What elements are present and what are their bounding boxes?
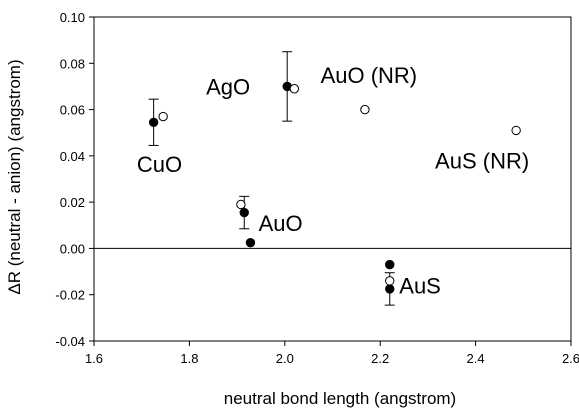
x-tick-label: 2.0 bbox=[276, 351, 294, 366]
y-tick-label: 0.00 bbox=[60, 241, 85, 256]
plot-area bbox=[93, 16, 572, 342]
filled-data-point bbox=[148, 117, 159, 128]
x-tick-label: 2.4 bbox=[467, 351, 485, 366]
plot-frame bbox=[93, 16, 572, 342]
x-axis-ticks: 1.6 1.8 2.0 2.2 2.4 2.6 bbox=[85, 341, 579, 366]
filled-data-point bbox=[239, 207, 249, 218]
open-data-point bbox=[385, 276, 395, 286]
y-axis-title: ΔR (neutral - anion) (angstrom) bbox=[5, 59, 24, 294]
annotations: CuO AgO AuO (NR) AuS (NR) AuO AuS bbox=[137, 63, 529, 299]
y-tick-label: -0.02 bbox=[55, 288, 85, 303]
open-data-point bbox=[360, 104, 370, 115]
open-data-point bbox=[158, 111, 168, 122]
point-label: AuO bbox=[259, 211, 303, 236]
x-tick-label: 2.6 bbox=[562, 351, 579, 366]
y-tick-label: 0.08 bbox=[60, 56, 85, 71]
open-data-point bbox=[236, 199, 246, 210]
point-label: CuO bbox=[137, 152, 182, 177]
point-label: AuO (NR) bbox=[321, 63, 418, 88]
y-axis-ticks: -0.04 -0.02 0.00 0.02 0.04 0.06 0.08 0.10 bbox=[55, 10, 94, 349]
point-label: AgO bbox=[206, 75, 250, 100]
y-tick-label: -0.04 bbox=[55, 334, 85, 349]
y-tick-label: 0.02 bbox=[60, 195, 85, 210]
open-data-point bbox=[289, 84, 300, 94]
data-points bbox=[148, 81, 521, 294]
point-label: AuS bbox=[399, 274, 441, 299]
filled-data-point bbox=[385, 259, 395, 270]
x-tick-label: 2.2 bbox=[371, 351, 389, 366]
y-tick-label: 0.04 bbox=[60, 149, 85, 164]
y-tick-label: 0.06 bbox=[60, 103, 85, 118]
filled-data-point bbox=[245, 237, 256, 248]
x-axis-title: neutral bond length (angstrom) bbox=[224, 389, 456, 408]
x-tick-label: 1.6 bbox=[85, 351, 103, 366]
error-bars bbox=[148, 51, 395, 306]
open-data-point bbox=[511, 125, 521, 136]
x-tick-label: 1.8 bbox=[180, 351, 198, 366]
filled-data-point bbox=[385, 284, 395, 294]
point-label: AuS (NR) bbox=[435, 149, 529, 174]
y-tick-label: 0.10 bbox=[60, 10, 85, 25]
